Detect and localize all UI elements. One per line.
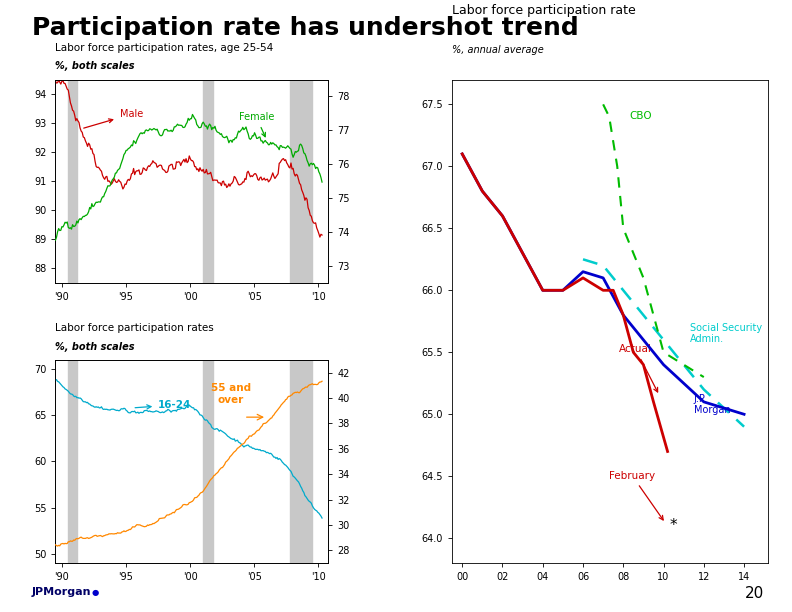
Text: *: * xyxy=(669,518,677,533)
Text: Actual: Actual xyxy=(619,345,657,392)
Bar xyxy=(290,360,312,563)
Text: %, both scales: %, both scales xyxy=(55,61,135,72)
Text: Female: Female xyxy=(238,112,274,136)
Text: Labor force participation rates: Labor force participation rates xyxy=(55,324,214,334)
Text: February: February xyxy=(609,471,663,520)
Text: Social Security
Admin.: Social Security Admin. xyxy=(690,323,762,345)
Text: 16-24: 16-24 xyxy=(135,400,192,410)
Text: 20: 20 xyxy=(745,586,764,601)
Text: Labor force participation rates, age 25-54: Labor force participation rates, age 25-… xyxy=(55,43,274,53)
Text: %, both scales: %, both scales xyxy=(55,341,135,352)
Text: Male: Male xyxy=(84,110,143,128)
Text: Participation rate has undershot trend: Participation rate has undershot trend xyxy=(32,16,578,40)
Bar xyxy=(203,360,213,563)
Text: %, annual average: %, annual average xyxy=(452,45,544,56)
Text: Labor force participation rate: Labor force participation rate xyxy=(452,4,636,17)
Bar xyxy=(68,80,78,283)
Text: CBO: CBO xyxy=(630,111,652,121)
Text: J.P.
Morgan: J.P. Morgan xyxy=(694,394,730,415)
Text: ●: ● xyxy=(91,588,98,597)
Text: JPMorgan: JPMorgan xyxy=(32,587,91,597)
Text: 55 and
over: 55 and over xyxy=(211,383,251,405)
Bar xyxy=(290,80,312,283)
Bar xyxy=(203,80,213,283)
Bar xyxy=(68,360,78,563)
